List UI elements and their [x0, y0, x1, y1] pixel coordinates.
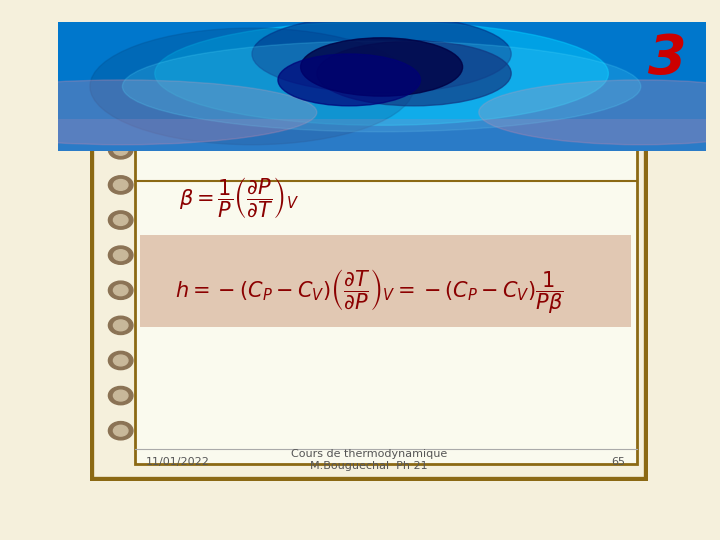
Text: Cours de thermodynamique
M.Bouguechal  Ph 21: Cours de thermodynamique M.Bouguechal Ph… — [291, 449, 447, 470]
Text: $h = -(C_P - C_V)\left(\dfrac{\partial T}{\partial P}\right)_V = -(C_P - C_V)\df: $h = -(C_P - C_V)\left(\dfrac{\partial T… — [175, 267, 563, 316]
Circle shape — [109, 281, 133, 299]
Circle shape — [114, 355, 128, 366]
Text: 65: 65 — [612, 457, 626, 467]
Circle shape — [109, 105, 133, 124]
Circle shape — [109, 422, 133, 440]
Circle shape — [109, 387, 133, 405]
FancyBboxPatch shape — [90, 65, 648, 481]
Circle shape — [114, 214, 128, 225]
Circle shape — [114, 144, 128, 155]
Ellipse shape — [155, 22, 608, 125]
Ellipse shape — [122, 41, 641, 132]
FancyBboxPatch shape — [58, 119, 706, 151]
Text: 3: 3 — [647, 32, 686, 86]
Ellipse shape — [317, 41, 511, 106]
Ellipse shape — [252, 15, 511, 93]
Circle shape — [109, 352, 133, 369]
Circle shape — [109, 316, 133, 334]
Circle shape — [109, 211, 133, 229]
Circle shape — [114, 109, 128, 120]
Circle shape — [114, 249, 128, 260]
Circle shape — [109, 176, 133, 194]
Circle shape — [114, 390, 128, 401]
Circle shape — [114, 320, 128, 331]
Text: 11/01/2022: 11/01/2022 — [145, 457, 210, 467]
Ellipse shape — [278, 54, 420, 106]
Text: $\beta = \dfrac{1}{P}\left(\dfrac{\partial P}{\partial T}\right)_V$: $\beta = \dfrac{1}{P}\left(\dfrac{\parti… — [179, 176, 300, 220]
FancyBboxPatch shape — [58, 22, 706, 151]
Ellipse shape — [0, 80, 317, 145]
Ellipse shape — [479, 80, 720, 145]
Circle shape — [109, 140, 133, 159]
Circle shape — [109, 246, 133, 264]
Circle shape — [114, 426, 128, 436]
FancyBboxPatch shape — [140, 235, 631, 327]
Circle shape — [114, 285, 128, 296]
Circle shape — [114, 179, 128, 190]
Ellipse shape — [90, 28, 414, 145]
FancyBboxPatch shape — [135, 82, 637, 464]
Ellipse shape — [301, 38, 463, 96]
